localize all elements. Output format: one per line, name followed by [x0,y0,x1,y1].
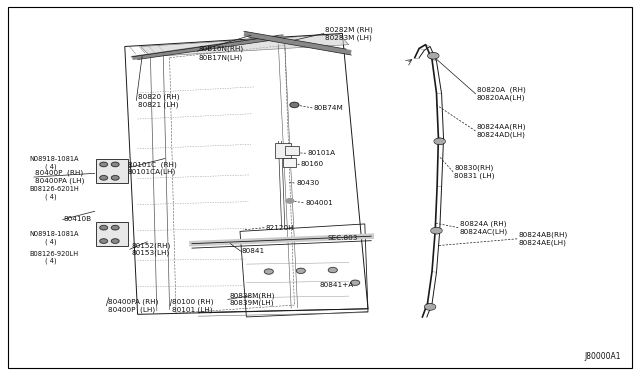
Text: 80830(RH): 80830(RH) [454,165,493,171]
Text: 80824AE(LH): 80824AE(LH) [518,239,566,246]
Circle shape [111,176,119,180]
Text: 80B74M: 80B74M [314,105,343,111]
Text: 80101CA(LH): 80101CA(LH) [128,169,176,175]
Text: 80831 (LH): 80831 (LH) [454,172,495,179]
Text: J80000A1: J80000A1 [584,352,621,361]
Text: 80400PA (LH): 80400PA (LH) [35,178,84,185]
Text: 80B16N(RH): 80B16N(RH) [198,45,244,52]
Bar [96,159,128,183]
Circle shape [296,268,305,273]
Text: 80820AA(LH): 80820AA(LH) [477,94,525,101]
Text: 80282M (RH): 80282M (RH) [325,26,373,33]
Text: ( 4): ( 4) [45,258,56,264]
Text: 80410B: 80410B [64,217,92,222]
Text: N08918-1081A: N08918-1081A [29,156,79,162]
Circle shape [290,102,299,108]
Text: 80100 (RH): 80100 (RH) [172,299,213,305]
Circle shape [111,225,119,230]
Text: 80820A  (RH): 80820A (RH) [477,87,525,93]
Text: B08126-6201H: B08126-6201H [29,186,79,192]
Text: 80400P  (RH): 80400P (RH) [35,170,83,176]
Text: 80841+A: 80841+A [320,282,355,288]
Text: ( 4): ( 4) [45,193,56,200]
Circle shape [432,228,441,233]
Text: 80838M(RH): 80838M(RH) [229,292,275,299]
Text: 80160: 80160 [301,161,324,167]
Circle shape [426,304,435,310]
Bar [96,222,128,246]
Text: SEC.803: SEC.803 [328,235,358,241]
Text: 80101C  (RH): 80101C (RH) [128,161,177,168]
Bar [283,158,296,167]
Circle shape [328,267,337,273]
Circle shape [111,162,119,167]
Text: 80824AA(RH): 80824AA(RH) [477,124,526,131]
Circle shape [286,199,294,203]
Circle shape [429,53,438,58]
Text: 82120H: 82120H [266,225,294,231]
Text: 80824A (RH): 80824A (RH) [460,221,506,227]
Text: 80283M (LH): 80283M (LH) [325,35,372,41]
Circle shape [351,280,360,285]
Text: 80841: 80841 [242,248,265,254]
Text: ( 4): ( 4) [45,163,56,170]
Bar [285,146,299,155]
Circle shape [100,225,108,230]
Text: 80152(RH): 80152(RH) [131,242,170,249]
Text: 80B17N(LH): 80B17N(LH) [198,54,243,61]
Text: N08918-1081A: N08918-1081A [29,231,79,237]
Circle shape [435,139,444,144]
Text: ( 4): ( 4) [45,238,56,245]
Text: B08126-920LH: B08126-920LH [29,251,79,257]
Text: 80101A: 80101A [307,150,335,155]
Polygon shape [141,34,349,57]
Text: 80824AC(LH): 80824AC(LH) [460,228,508,235]
Circle shape [111,239,119,243]
Text: 80824AB(RH): 80824AB(RH) [518,232,568,238]
Bar [275,143,291,158]
Text: 80820 (RH): 80820 (RH) [138,93,179,100]
Text: 80400P  (LH): 80400P (LH) [108,306,155,313]
Text: 80821 (LH): 80821 (LH) [138,102,178,108]
Circle shape [100,162,108,167]
Circle shape [100,176,108,180]
Circle shape [264,269,273,274]
Text: 80824AD(LH): 80824AD(LH) [477,131,525,138]
Text: 80101 (LH): 80101 (LH) [172,306,212,313]
Text: 80153(LH): 80153(LH) [131,250,170,256]
Text: 80400PA (RH): 80400PA (RH) [108,299,158,305]
Text: 80430: 80430 [296,180,319,186]
Circle shape [100,239,108,243]
Text: 80839M(LH): 80839M(LH) [229,300,274,307]
Text: 804001: 804001 [305,200,333,206]
